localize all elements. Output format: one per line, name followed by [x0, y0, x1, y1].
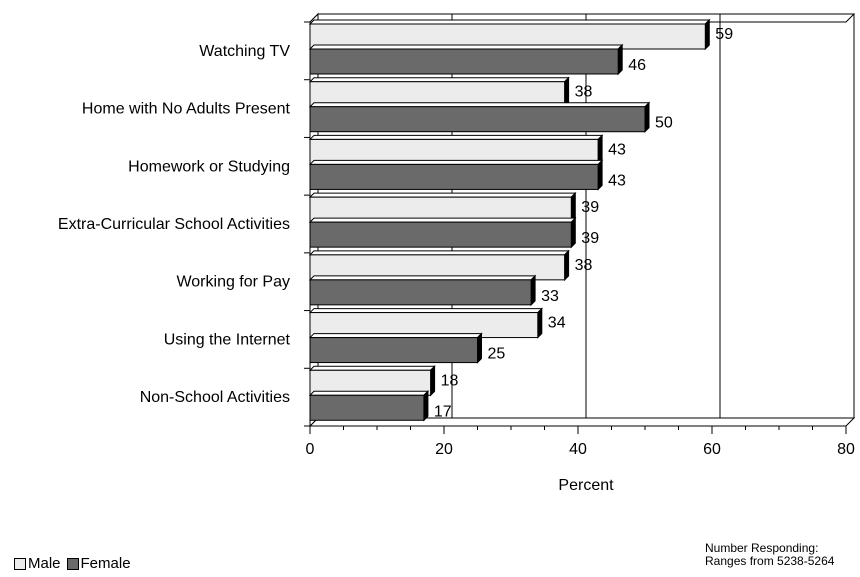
x-tick-label: 80: [837, 441, 855, 458]
category-label: Using the Internet: [164, 331, 291, 348]
bar-female-6: [308, 390, 430, 422]
x-tick-label: 20: [435, 441, 453, 458]
bar-female-4: [308, 274, 537, 307]
value-label-female: 17: [434, 403, 452, 420]
x-tick-label: 0: [306, 441, 315, 458]
legend-label-female: Female: [80, 555, 131, 572]
category-label: Extra-Curricular School Activities: [58, 216, 290, 233]
respondent-note-line2: Ranges from 5238-5264: [705, 554, 835, 568]
legend-swatch-female: [66, 557, 79, 570]
value-label-male: 38: [575, 257, 593, 274]
legend-label-male: Male: [28, 555, 61, 572]
value-label-female: 33: [541, 288, 559, 305]
bar-chart: 0 20 40 60 80 Percent 59 46 Watching TV 38 50 Home …: [58, 12, 856, 494]
value-label-male: 18: [441, 372, 459, 389]
bar-female-0: [308, 43, 624, 76]
value-label-male: 59: [715, 26, 733, 43]
respondent-note-line1: Number Responding:: [705, 541, 819, 555]
bar-female-1: [308, 101, 651, 133]
category-label: Watching TV: [199, 43, 290, 60]
value-label-male: 43: [608, 141, 626, 158]
value-label-female: 43: [608, 172, 626, 189]
value-label-female: 50: [655, 115, 673, 132]
respondent-note: Number Responding: Ranges from 5238-5264: [705, 542, 834, 568]
legend-item-male: Male: [14, 555, 61, 572]
legend-swatch-male: [14, 557, 26, 570]
value-label-female: 25: [488, 346, 506, 363]
legend-item-female: Female: [66, 555, 131, 572]
value-label-female: 46: [628, 57, 646, 74]
category-label: Non-School Activities: [140, 389, 290, 406]
bar-female-3: [308, 216, 577, 249]
category-label: Home with No Adults Present: [82, 101, 291, 118]
bar-female-5: [308, 332, 483, 364]
category-label: Homework or Studying: [128, 158, 290, 175]
x-tick-label: 60: [703, 441, 721, 458]
bar-female-2: [308, 159, 604, 191]
x-axis-title: Percent: [558, 477, 614, 494]
value-label-female: 39: [581, 230, 599, 247]
value-label-male: 38: [575, 84, 593, 101]
value-label-male: 39: [581, 199, 599, 216]
category-label: Working for Pay: [176, 274, 290, 291]
legend: Male Female: [14, 555, 137, 572]
value-label-male: 34: [548, 315, 566, 332]
x-tick-label: 40: [569, 441, 587, 458]
